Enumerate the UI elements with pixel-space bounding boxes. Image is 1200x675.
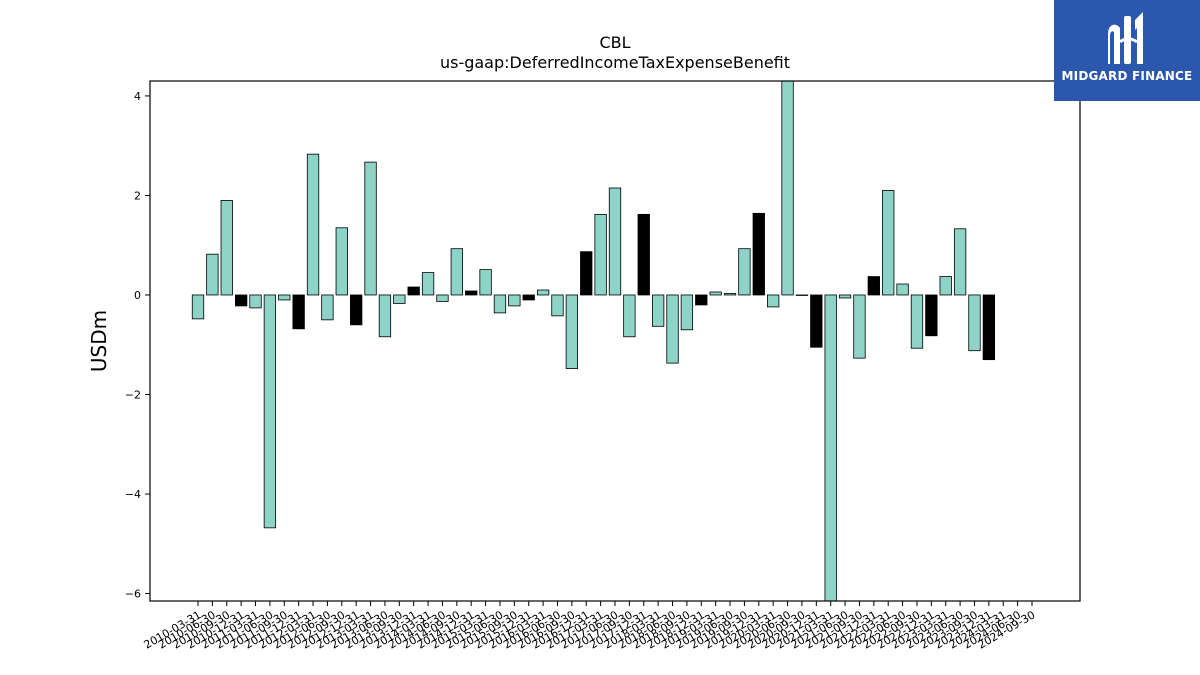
bar-2016-03-31 bbox=[536, 289, 550, 296]
bar-2021-09-30 bbox=[853, 294, 866, 359]
bar-2017-12-31 bbox=[637, 213, 650, 296]
bar-2022-09-30 bbox=[910, 294, 924, 349]
bar-2018-06-30 bbox=[666, 294, 679, 364]
bar-2019-12-31 bbox=[752, 212, 765, 296]
bar-2021-12-31 bbox=[867, 276, 880, 296]
bar-2010-09-30 bbox=[220, 200, 233, 296]
bar-2020-03-31 bbox=[767, 294, 780, 308]
bar-2020-09-30 bbox=[795, 294, 809, 296]
y-axis-label: USDm bbox=[87, 310, 111, 372]
bar-2017-06-30 bbox=[608, 187, 622, 296]
y-tick-label: 2 bbox=[134, 189, 141, 202]
y-tick-label: −2 bbox=[125, 388, 141, 401]
bar-2018-03-31 bbox=[651, 294, 665, 327]
y-tick-label: 4 bbox=[134, 90, 141, 103]
bar-2011-09-30 bbox=[278, 294, 291, 301]
bar-2016-09-30 bbox=[565, 294, 579, 370]
y-tick-label: −4 bbox=[125, 488, 141, 501]
bar-2015-09-30 bbox=[508, 294, 521, 307]
bar-2015-12-31 bbox=[522, 294, 535, 301]
bar-2019-09-30 bbox=[738, 248, 751, 296]
bar-2012-09-30 bbox=[335, 227, 348, 296]
bar-2011-06-30 bbox=[263, 294, 277, 529]
bar-2016-06-30 bbox=[551, 294, 564, 317]
y-tick-label: 0 bbox=[134, 289, 141, 302]
bar-2019-03-31 bbox=[709, 291, 722, 296]
bar-2012-06-30 bbox=[321, 294, 334, 321]
bar-2013-12-31 bbox=[407, 286, 420, 296]
bar-2017-09-30 bbox=[623, 294, 636, 338]
bar-2021-03-31 bbox=[824, 294, 837, 602]
bar-2013-09-30 bbox=[393, 294, 406, 304]
bar-2023-06-30 bbox=[953, 228, 967, 296]
watermark-brand-text: MIDGARD FINANCE bbox=[1061, 69, 1193, 83]
bar-2022-03-31 bbox=[882, 190, 895, 296]
bar-2020-12-31 bbox=[810, 294, 823, 348]
watermark-logo: MIDGARD FINANCE bbox=[1054, 0, 1200, 101]
bar-2018-09-30 bbox=[680, 294, 694, 331]
bar-2012-03-31 bbox=[306, 153, 320, 296]
bar-2016-12-31 bbox=[580, 251, 593, 296]
x-axis: 2010-03-312010-06-302010-09-302010-12-31… bbox=[142, 601, 1038, 652]
bar-2014-09-30 bbox=[450, 248, 463, 296]
bar-2018-12-31 bbox=[695, 294, 708, 306]
bar-2015-06-30 bbox=[493, 294, 507, 314]
bar-2014-06-30 bbox=[436, 294, 449, 302]
bar-2011-12-31 bbox=[292, 294, 305, 330]
plot-frame bbox=[149, 80, 1081, 602]
bar-2015-03-31 bbox=[479, 269, 492, 296]
bar-2011-03-31 bbox=[249, 294, 262, 309]
y-tick-label: −6 bbox=[125, 588, 141, 601]
bar-2020-06-30 bbox=[781, 80, 794, 296]
y-axis: −6 −4 −2 0 2 4 bbox=[125, 90, 150, 601]
bar-2019-06-30 bbox=[723, 293, 737, 296]
bar-2014-03-31 bbox=[421, 272, 435, 296]
bar-2013-03-31 bbox=[364, 161, 377, 296]
bar-2023-03-31 bbox=[939, 276, 952, 296]
bar-2012-12-31 bbox=[350, 294, 363, 326]
bar-2010-03-31 bbox=[191, 294, 205, 320]
bars-group bbox=[191, 80, 996, 602]
bar-2013-06-30 bbox=[378, 294, 392, 338]
chart-title: CBL bbox=[599, 33, 630, 52]
bar-2010-12-31 bbox=[234, 294, 248, 307]
bar-2022-06-30 bbox=[896, 283, 909, 296]
bar-2014-12-31 bbox=[465, 290, 478, 296]
midgard-logo-icon bbox=[1108, 12, 1143, 64]
bar-2010-06-30 bbox=[206, 253, 219, 296]
bar-2023-09-30 bbox=[968, 294, 981, 352]
bar-2017-03-31 bbox=[594, 213, 607, 296]
bar-2021-06-30 bbox=[838, 294, 852, 299]
bar-2023-12-31 bbox=[982, 294, 996, 361]
chart-subtitle: us-gaap:DeferredIncomeTaxExpenseBenefit bbox=[440, 53, 790, 72]
bar-2022-12-31 bbox=[925, 294, 938, 337]
